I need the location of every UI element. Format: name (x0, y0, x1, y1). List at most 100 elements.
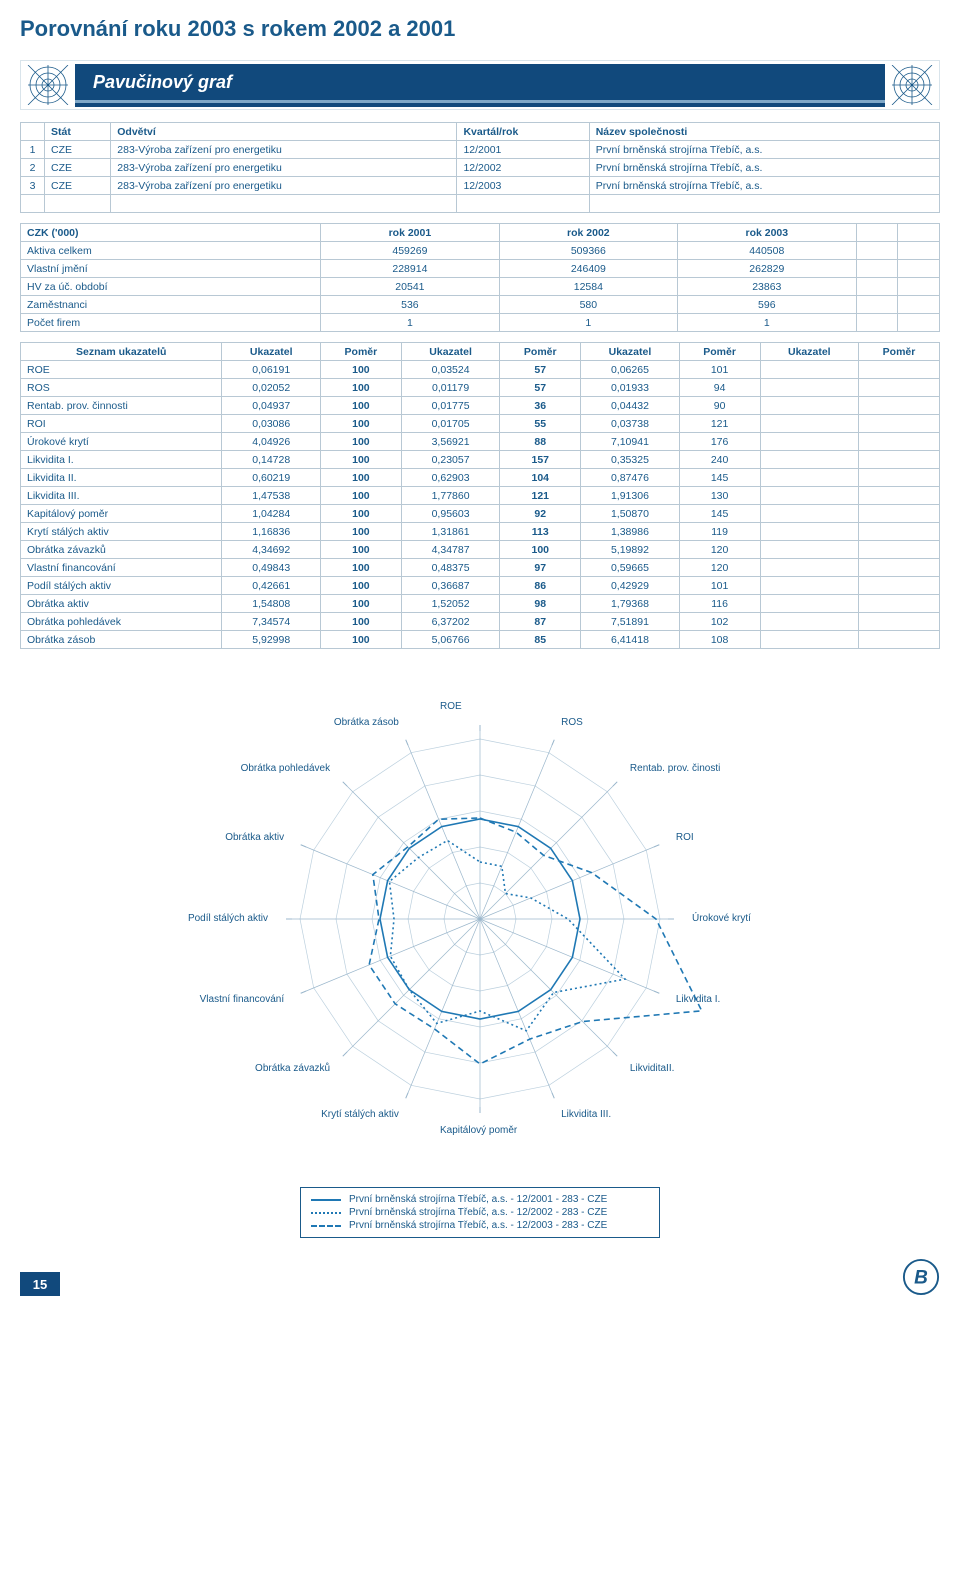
table-cell: 1,04284 (222, 505, 320, 523)
table-row: Počet firem111 (21, 314, 940, 332)
table-cell: 98 (500, 595, 581, 613)
table-cell: 0,01933 (581, 379, 679, 397)
col-header: rok 2003 (678, 224, 856, 242)
axis-label: Obrátka zásob (334, 717, 399, 728)
col-header: Poměr (859, 343, 940, 361)
page-number: 15 (20, 1272, 60, 1296)
table-cell: 87 (500, 613, 581, 631)
table-cell: CZE (45, 159, 111, 177)
table-cell: 113 (500, 523, 581, 541)
table-cell: 100 (320, 397, 401, 415)
table-cell: ROI (21, 415, 222, 433)
table-cell (760, 433, 858, 451)
table-row: 3CZE283-Výroba zařízení pro energetiku12… (21, 177, 940, 195)
table-cell: 100 (320, 613, 401, 631)
table-cell (760, 559, 858, 577)
table-cell: 57 (500, 361, 581, 379)
table-cell: 1,91306 (581, 487, 679, 505)
table-row: ROI0,030861000,01705550,03738121 (21, 415, 940, 433)
table-cell: 0,03738 (581, 415, 679, 433)
table-cell (760, 397, 858, 415)
table-cell: 0,06265 (581, 361, 679, 379)
table-cell: CZE (45, 177, 111, 195)
col-header (898, 224, 940, 242)
table-cell: 157 (500, 451, 581, 469)
col-header: CZK ('000) (21, 224, 321, 242)
table-cell: 104 (500, 469, 581, 487)
col-header: rok 2001 (321, 224, 499, 242)
banner-title: Pavučinový graf (75, 64, 885, 107)
table-cell: 459269 (321, 242, 499, 260)
table-cell: 97 (500, 559, 581, 577)
axis-label: Likvidita III. (561, 1109, 611, 1120)
table-cell: 7,10941 (581, 433, 679, 451)
table-cell: 7,51891 (581, 613, 679, 631)
table-cell: 2 (21, 159, 45, 177)
table-row: Likvidita II.0,602191000,629031040,87476… (21, 469, 940, 487)
col-header (21, 123, 45, 141)
table-cell (760, 523, 858, 541)
table-cell (859, 379, 940, 397)
table-row: Likvidita I.0,147281000,230571570,353252… (21, 451, 940, 469)
table-cell (760, 487, 858, 505)
table-cell (859, 523, 940, 541)
table-cell (859, 559, 940, 577)
table-cell: 101 (679, 361, 760, 379)
table-cell: 1 (499, 314, 677, 332)
table-row: Zaměstnanci536580596 (21, 296, 940, 314)
table-cell (760, 613, 858, 631)
chart-legend: První brněnská strojírna Třebíč, a.s. - … (300, 1187, 660, 1238)
col-header: Odvětví (111, 123, 457, 141)
col-header: Ukazatel (581, 343, 679, 361)
legend-item: První brněnská strojírna Třebíč, a.s. - … (311, 1194, 649, 1205)
table-row: Úrokové krytí4,049261003,56921887,109411… (21, 433, 940, 451)
table-cell: 100 (320, 577, 401, 595)
table-cell (760, 469, 858, 487)
axis-label: ROE (440, 701, 462, 712)
summary-table: CZK ('000)rok 2001rok 2002rok 2003Aktiva… (20, 223, 940, 332)
table-row: HV za úč. období205411258423863 (21, 278, 940, 296)
table-cell: 1,52052 (401, 595, 499, 613)
indicators-table: Seznam ukazatelůUkazatelPoměrUkazatelPom… (20, 342, 940, 649)
table-cell: 0,60219 (222, 469, 320, 487)
table-cell: 0,14728 (222, 451, 320, 469)
axis-label: Obrátka pohledávek (241, 763, 331, 774)
table-cell: 116 (679, 595, 760, 613)
table-cell: 100 (320, 523, 401, 541)
table-cell: Rentab. prov. činnosti (21, 397, 222, 415)
table-cell (898, 314, 940, 332)
legend-text: První brněnská strojírna Třebíč, a.s. - … (349, 1194, 607, 1205)
table-row: 1CZE283-Výroba zařízení pro energetiku12… (21, 141, 940, 159)
table-row: Obrátka pohledávek7,345741006,37202877,5… (21, 613, 940, 631)
col-header: Stát (45, 123, 111, 141)
table-cell: 100 (320, 487, 401, 505)
table-cell: 0,06191 (222, 361, 320, 379)
table-cell: 12584 (499, 278, 677, 296)
table-cell (859, 451, 940, 469)
table-cell: 102 (679, 613, 760, 631)
table-cell (760, 379, 858, 397)
table-cell: Vlastní jmění (21, 260, 321, 278)
table-row: Vlastní jmění228914246409262829 (21, 260, 940, 278)
table-cell (859, 577, 940, 595)
table-cell: 283-Výroba zařízení pro energetiku (111, 177, 457, 195)
table-cell: 12/2001 (457, 141, 589, 159)
col-header: Kvartál/rok (457, 123, 589, 141)
table-cell: 3 (21, 177, 45, 195)
legend-line-icon (311, 1212, 341, 1214)
table-cell: 176 (679, 433, 760, 451)
table-cell (859, 613, 940, 631)
table-cell: 0,49843 (222, 559, 320, 577)
table-cell: 0,35325 (581, 451, 679, 469)
table-cell: 100 (320, 631, 401, 649)
table-cell: 100 (320, 379, 401, 397)
table-cell: 85 (500, 631, 581, 649)
corner-logo-icon: B (902, 1258, 940, 1296)
table-cell: 130 (679, 487, 760, 505)
axis-label: Krytí stálých aktiv (321, 1109, 399, 1120)
table-cell: 4,04926 (222, 433, 320, 451)
table-cell: Obrátka aktiv (21, 595, 222, 613)
table-cell: Počet firem (21, 314, 321, 332)
table-cell (859, 469, 940, 487)
table-cell: 55 (500, 415, 581, 433)
